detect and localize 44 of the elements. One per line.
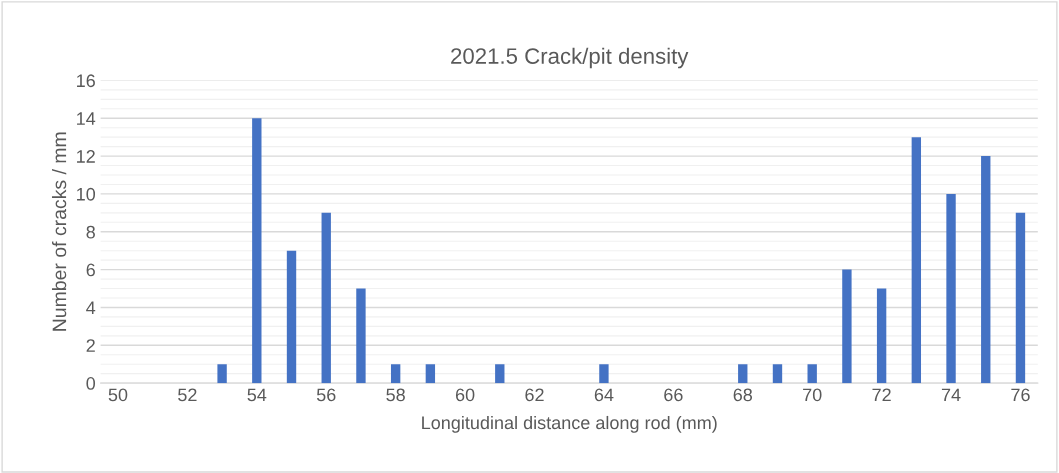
x-tick-label: 60 [455, 388, 475, 402]
bar [217, 364, 227, 384]
y-tick-label: 0 [86, 377, 96, 390]
y-tick-label: 12 [77, 150, 95, 163]
y-tick-label: 4 [86, 301, 96, 314]
y-tick-label: 10 [77, 187, 96, 201]
y-tick-label: 14 [77, 112, 96, 125]
x-tick-label: 68 [733, 388, 753, 402]
y-tick-label: 16 [77, 74, 95, 88]
bar [599, 364, 609, 384]
x-tick-label: 58 [386, 388, 405, 402]
bar [495, 364, 505, 384]
bar [807, 364, 817, 384]
bar [252, 118, 262, 384]
bar [356, 288, 366, 384]
x-tick-label: 64 [594, 388, 614, 402]
bar [911, 137, 922, 384]
chart-title: 2021.5 Crack/pit density [451, 47, 689, 69]
bar [286, 250, 297, 384]
y-tick-label: 6 [86, 263, 95, 277]
y-tick-label: 2 [86, 339, 95, 352]
bar [321, 212, 331, 384]
x-tick-label: 70 [803, 388, 822, 402]
x-tick-label: 74 [941, 388, 961, 402]
x-tick-label: 76 [1011, 388, 1030, 402]
bar [842, 269, 852, 384]
x-axis-title: Longitudinal distance along rod (mm) [422, 415, 717, 433]
x-tick-label: 62 [525, 388, 544, 402]
bar [1015, 212, 1026, 384]
bar [772, 364, 783, 384]
y-tick-label: 8 [86, 225, 95, 239]
x-tick-label: 50 [108, 388, 128, 402]
x-tick-label: 54 [247, 388, 267, 402]
y-axis-title: Number of cracks / mm [51, 132, 67, 331]
x-tick-label: 52 [178, 388, 197, 402]
x-tick-label: 72 [872, 388, 891, 402]
bar [876, 288, 887, 384]
bar [738, 364, 748, 384]
x-tick-label: 56 [316, 388, 336, 402]
bar [981, 156, 991, 384]
bar [425, 364, 436, 384]
x-tick-label: 66 [664, 388, 683, 402]
bar [390, 364, 401, 384]
bar [946, 193, 956, 384]
